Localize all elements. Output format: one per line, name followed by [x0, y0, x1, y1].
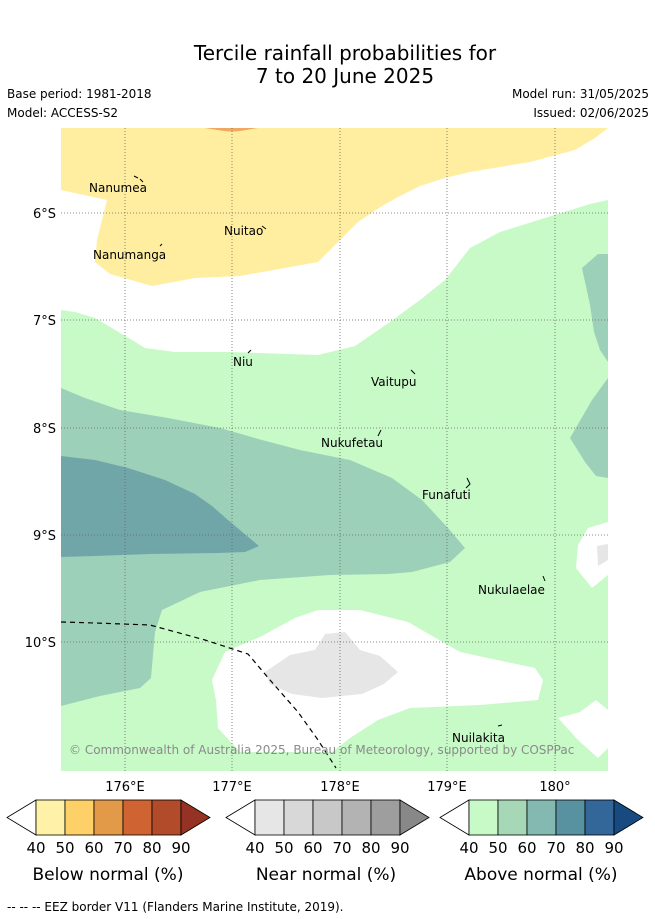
below-normal-region — [61, 128, 608, 286]
colorbar-tick-label: 70 — [113, 839, 132, 857]
colorbar-arrow-low — [6, 799, 37, 836]
colorbar-tick-label: 90 — [171, 839, 190, 857]
copyright-text: © Commonwealth of Australia 2025, Bureau… — [69, 743, 574, 757]
lat-tick: 10°S — [25, 636, 56, 651]
colorbar-tick-label: 60 — [84, 839, 103, 857]
colorbar-tick-label: 50 — [274, 839, 293, 857]
colorbar-segment — [526, 799, 557, 836]
place-label: Nukulaelae — [478, 583, 545, 597]
model-name: Model: ACCESS-S2 — [7, 106, 119, 120]
base-period: Base period: 1981-2018 — [7, 87, 152, 101]
colorbar-segment — [93, 799, 124, 836]
colorbar-tick-label: 50 — [488, 839, 507, 857]
colorbar-segment — [254, 799, 285, 836]
colorbar-segment — [64, 799, 95, 836]
place-label: Nuitao — [224, 224, 263, 238]
below-normal-peak — [205, 128, 258, 132]
lon-tick: 179°E — [427, 780, 467, 795]
above-normal-50-60-east-upper — [582, 254, 608, 362]
colorbar-segment — [497, 799, 528, 836]
colorbar-segment — [35, 799, 66, 836]
colorbar-tick-label: 40 — [459, 839, 478, 857]
lon-tick: 177°E — [212, 780, 252, 795]
colorbar-segment — [122, 799, 153, 836]
issued-date: Issued: 02/06/2025 — [533, 106, 649, 120]
colorbar-tick-label: 90 — [390, 839, 409, 857]
colorbar-segment — [341, 799, 372, 836]
colorbar-title: Near normal (%) — [256, 865, 396, 885]
colorbar-tick-label: 40 — [245, 839, 264, 857]
colorbar-tick-label: 80 — [361, 839, 380, 857]
colorbar-arrow-low — [225, 799, 256, 836]
place-label: Nanumanga — [93, 248, 166, 262]
lat-tick: 9°S — [33, 529, 56, 544]
colorbar-arrow-high — [613, 799, 644, 836]
colorbar-below-normal: Below normal (%) 40 50 60 70 80 90 — [6, 799, 211, 885]
lat-tick: 8°S — [33, 422, 56, 437]
colorbar-tick-label: 80 — [142, 839, 161, 857]
colorbar-tick-label: 60 — [517, 839, 536, 857]
colorbar-tick-label: 90 — [604, 839, 623, 857]
lat-tick: 7°S — [33, 314, 56, 329]
graticule — [61, 128, 608, 771]
above-normal-60-70-region — [61, 456, 259, 557]
colorbar-title: Below normal (%) — [33, 865, 184, 885]
colorbar-title: Above normal (%) — [464, 865, 617, 885]
colorbar-near-normal: Near normal (%) 40 50 60 70 80 90 — [225, 799, 430, 885]
eez-border — [61, 621, 337, 769]
near-normal-region — [265, 632, 398, 698]
model-run: Model run: 31/05/2025 — [511, 87, 649, 101]
lon-tick: 176°E — [105, 780, 145, 795]
colorbar-tick-label: 70 — [332, 839, 351, 857]
place-label: Nukufetau — [321, 436, 383, 450]
colorbar-segment — [283, 799, 314, 836]
place-label: Vaitupu — [371, 375, 417, 389]
near-normal-patch-east — [597, 544, 608, 566]
colorbar-arrow-low — [439, 799, 470, 836]
colorbar-segment — [555, 799, 586, 836]
place-label: Niu — [233, 355, 253, 369]
no-signal-region-southeast — [558, 700, 608, 758]
title-line-1: Tercile rainfall probabilities for — [193, 41, 497, 65]
colorbar-tick-label: 80 — [575, 839, 594, 857]
colorbar-segment — [468, 799, 499, 836]
place-label: Nanumea — [89, 181, 147, 195]
eez-footnote: -- -- -- EEZ border V11 (Flanders Marine… — [7, 900, 344, 914]
colorbar-tick-label: 70 — [546, 839, 565, 857]
lon-tick: 180° — [539, 780, 570, 795]
map-layers — [61, 128, 608, 771]
no-signal-region-east — [576, 522, 608, 588]
colorbar-segment — [151, 799, 182, 836]
island-marks — [133, 175, 546, 727]
colorbar-arrow-high — [180, 799, 211, 836]
lon-tick: 178°E — [320, 780, 360, 795]
place-label: Funafuti — [422, 488, 471, 502]
colorbar-tick-label: 40 — [26, 839, 45, 857]
colorbar-arrow-high — [399, 799, 430, 836]
colorbar-segment — [312, 799, 343, 836]
colorbar-segment — [584, 799, 615, 836]
title-line-2: 7 to 20 June 2025 — [255, 64, 435, 88]
colorbar-tick-label: 60 — [303, 839, 322, 857]
place-label: Nuilakita — [452, 731, 505, 745]
colorbar-tick-label: 50 — [55, 839, 74, 857]
above-normal-50-60-region — [61, 388, 465, 706]
colorbar-above-normal: Above normal (%) 40 50 60 70 80 90 — [439, 799, 644, 885]
colorbar-segment — [370, 799, 401, 836]
lat-tick: 6°S — [33, 207, 56, 222]
